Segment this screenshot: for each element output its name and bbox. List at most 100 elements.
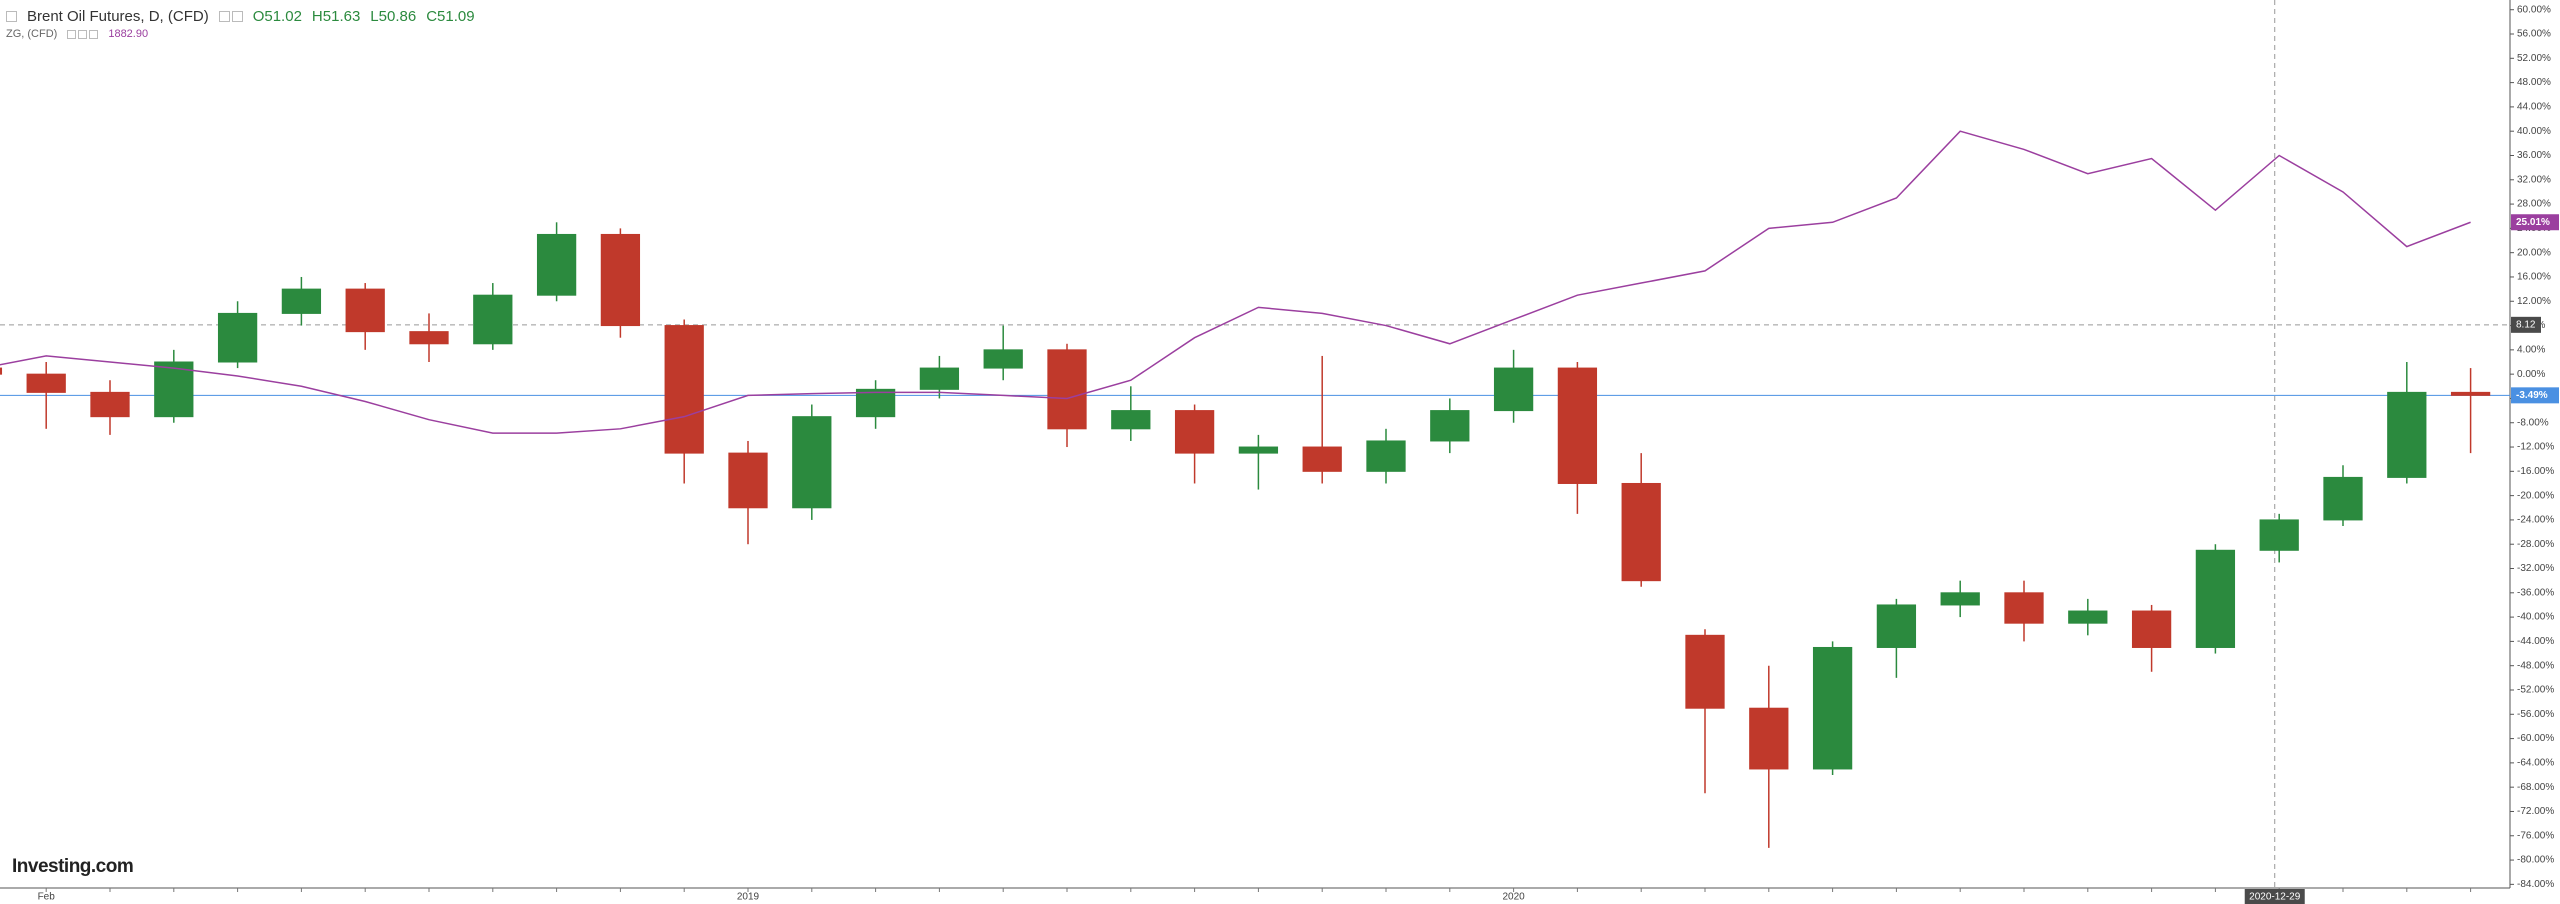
candle-body	[281, 288, 322, 314]
candle-body	[1493, 367, 1534, 412]
y-tick-label: 60.00%	[2517, 4, 2551, 15]
candle-body	[0, 367, 3, 375]
hide-icon[interactable]	[78, 29, 88, 39]
candle-body	[1749, 707, 1789, 770]
candle-body	[2259, 519, 2299, 551]
candle-body	[409, 331, 449, 345]
plot-area	[0, 0, 2510, 888]
compare-name: ZG, (CFD)	[6, 28, 58, 40]
candle-body	[536, 233, 577, 296]
icons	[218, 11, 243, 22]
settings-icon[interactable]	[67, 29, 77, 39]
crosshair-x-label: 2020-12-29	[2249, 892, 2301, 903]
y-tick-label: -32.00%	[2517, 563, 2554, 574]
x-tick-label: 2020	[1502, 892, 1525, 903]
candle-body	[2131, 610, 2172, 648]
candle-body	[728, 452, 768, 509]
y-tick-label: 56.00%	[2517, 29, 2551, 40]
candle-body	[2323, 476, 2363, 521]
x-tick-label: 2019	[737, 892, 760, 903]
y-tick-label: 52.00%	[2517, 53, 2551, 64]
candle-body	[664, 325, 704, 454]
y-tick-label: 4.00%	[2517, 344, 2545, 355]
y-tick-label: 32.00%	[2517, 174, 2551, 185]
y-tick-label: -40.00%	[2517, 612, 2554, 623]
y-tick-label: -60.00%	[2517, 733, 2554, 744]
hide-icon[interactable]	[231, 11, 243, 22]
candle-body	[2450, 391, 2491, 396]
legend-main: Brent Oil Futures, D, (CFD) O51.02 H51.6…	[6, 8, 475, 25]
candle-body	[1366, 440, 1406, 472]
candle-body	[1111, 410, 1151, 430]
y-tick-label: -72.00%	[2517, 806, 2554, 817]
y-tick-label: -28.00%	[2517, 539, 2554, 550]
candle-body	[1238, 446, 1279, 454]
x-tick-label: Feb	[38, 892, 56, 903]
y-tick-label: 16.00%	[2517, 272, 2551, 283]
y-tick-label: 0.00%	[2517, 369, 2545, 380]
candle-body	[90, 391, 130, 418]
y-tick-label: -12.00%	[2517, 442, 2554, 453]
last-value-box	[2511, 387, 2559, 404]
y-tick-label: -20.00%	[2517, 490, 2554, 501]
candle-body	[1621, 482, 1661, 582]
remove-icon[interactable]	[89, 29, 99, 39]
series-line	[0, 130, 2471, 434]
y-tick-label: 48.00%	[2517, 77, 2551, 88]
y-tick-label: -76.00%	[2517, 830, 2554, 841]
candle-body	[26, 373, 66, 393]
icons	[67, 29, 99, 39]
compare-value: 1882.90	[108, 28, 149, 40]
y-tick-label: -68.00%	[2517, 782, 2554, 793]
candle-body	[2195, 549, 2236, 648]
candle-body	[2004, 592, 2044, 624]
candle-body	[1940, 592, 1980, 606]
crosshair-x-box	[2244, 889, 2305, 904]
last-value-label: 25.01%	[2516, 217, 2550, 228]
last-value-label: -3.49%	[2516, 390, 2548, 401]
collapse-icon[interactable]	[6, 11, 17, 22]
high: H51.63	[311, 8, 361, 25]
candle-body	[1685, 634, 1725, 709]
y-tick-label: 12.00%	[2517, 296, 2551, 307]
candle-body	[473, 294, 513, 345]
candle-body	[1047, 349, 1087, 430]
candle-body	[2068, 610, 2108, 624]
y-tick-label: -52.00%	[2517, 685, 2554, 696]
y-tick-label: -56.00%	[2517, 709, 2554, 720]
candle-body	[345, 288, 385, 333]
y-tick-label: -48.00%	[2517, 660, 2554, 671]
y-tick-label: -36.00%	[2517, 587, 2554, 598]
y-tick-label: -8.00%	[2517, 417, 2549, 428]
candle-body	[1557, 367, 1598, 484]
candle-body	[983, 349, 1023, 369]
low: L50.86	[370, 8, 417, 25]
last-value-box	[2511, 214, 2559, 231]
candle-body	[1430, 410, 1470, 442]
crosshair-y-box	[2511, 316, 2541, 333]
y-tick-label: -16.00%	[2517, 466, 2554, 477]
y-tick-label: 40.00%	[2517, 126, 2551, 137]
y-tick-label: -80.00%	[2517, 855, 2554, 866]
logo: Investing.com	[12, 856, 134, 877]
candle-body	[154, 361, 194, 418]
candle-body	[600, 233, 641, 327]
y-tick-label: -24.00%	[2517, 515, 2554, 526]
candle-body	[1812, 646, 1853, 770]
candle-body	[919, 367, 960, 390]
crosshair-y-label: 8.12	[2516, 319, 2536, 330]
candle-body	[792, 416, 832, 509]
settings-icon[interactable]	[218, 11, 230, 22]
candle-body	[217, 312, 258, 363]
candle-body	[1174, 410, 1215, 454]
y-tick-label: -44.00%	[2517, 636, 2554, 647]
candle-body	[2387, 391, 2427, 478]
candle-body	[1876, 604, 1917, 648]
y-tick-label: 20.00%	[2517, 247, 2551, 258]
legend-compare: ZG, (CFD) 1882.90	[6, 28, 148, 40]
series-title: Brent Oil Futures, D, (CFD)	[27, 8, 209, 25]
open: O51.02	[252, 8, 302, 25]
